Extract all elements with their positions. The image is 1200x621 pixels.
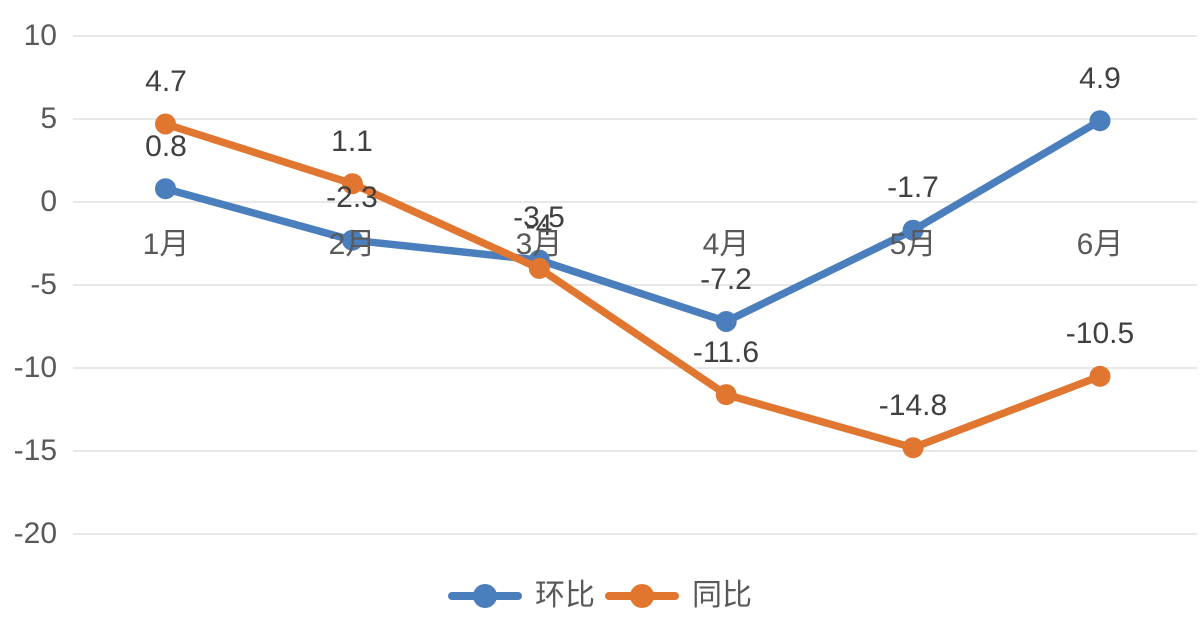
series-line-1: [161, 120, 1104, 452]
legend-label-tongbi: 同比: [692, 579, 752, 612]
marker-0-3: [715, 311, 737, 332]
marker-1-3: [715, 384, 737, 406]
marker-1-5: [1089, 365, 1111, 387]
marker-1-2: [528, 257, 550, 279]
legend-line-marker-icon: [605, 584, 679, 608]
legend-item-huanbi: 环比: [448, 579, 595, 613]
legend-dot-icon: [630, 584, 654, 608]
legend-line-marker-icon: [448, 584, 522, 608]
marker-0-5: [1089, 110, 1111, 132]
marker-1-0: [155, 113, 176, 135]
legend-dot-icon: [473, 584, 497, 608]
legend-item-tongbi: 同比: [605, 579, 752, 613]
series-line-0: [161, 116, 1104, 326]
marker-1-1: [341, 173, 363, 195]
legend: 环比 同比: [0, 579, 1200, 613]
marker-1-4: [902, 437, 924, 459]
marker-0-0: [155, 178, 176, 200]
legend-label-huanbi: 环比: [535, 579, 595, 612]
marker-0-4: [902, 219, 924, 241]
marker-0-1: [341, 229, 363, 251]
